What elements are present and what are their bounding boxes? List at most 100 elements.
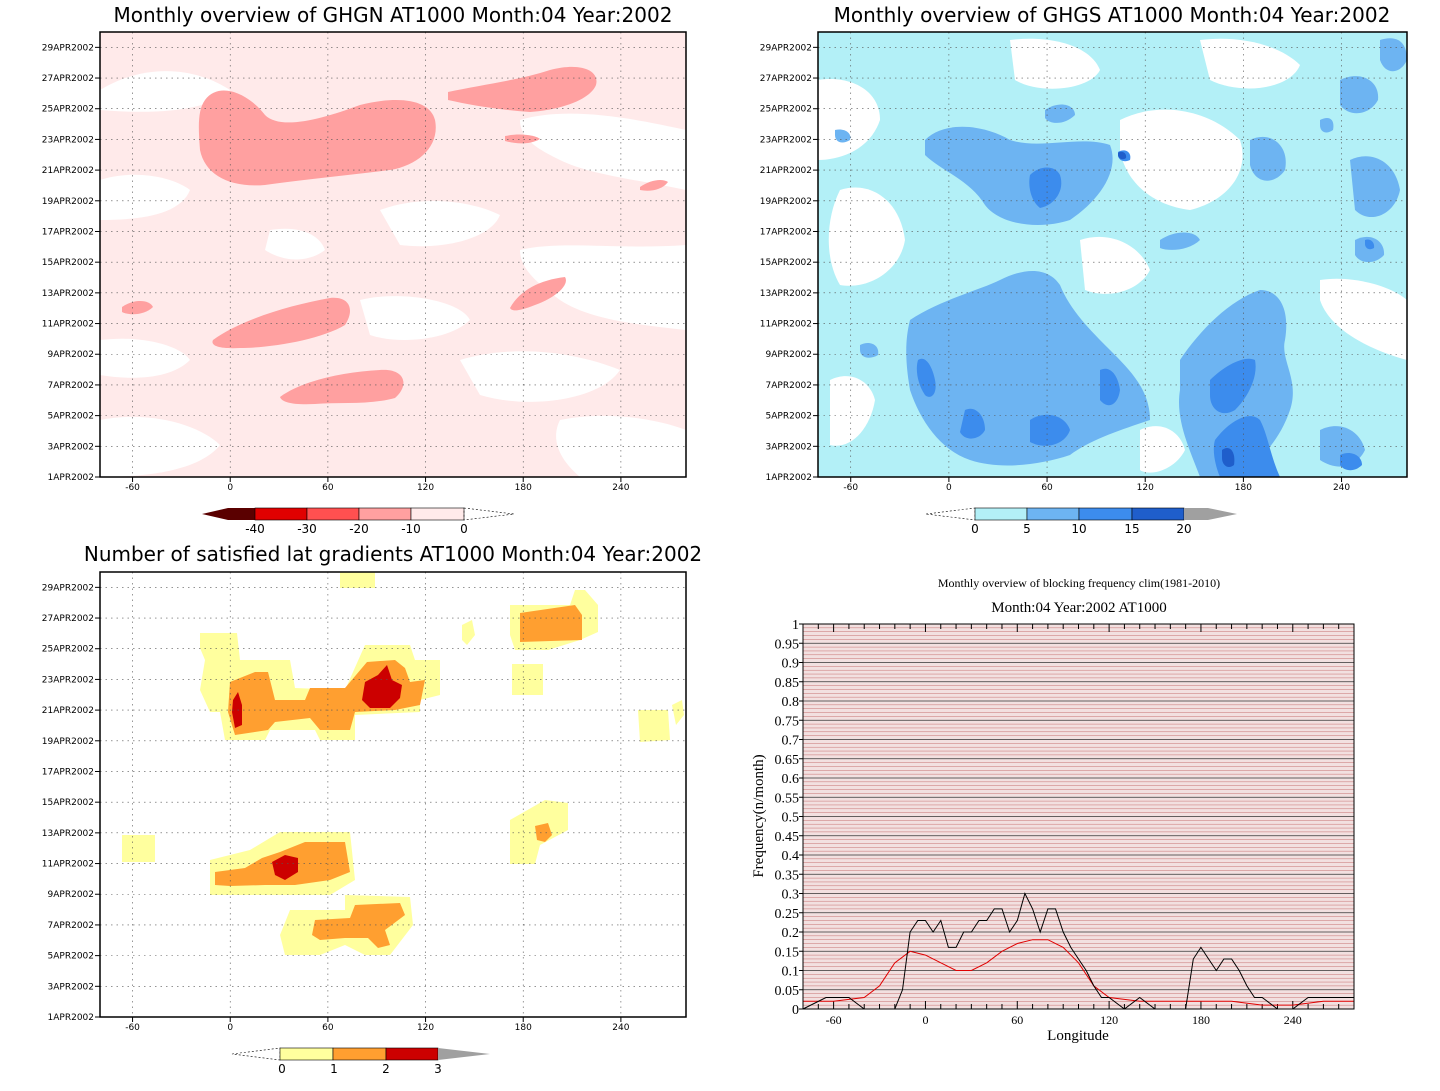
block-ytick-label: 0.65 — [775, 753, 800, 768]
ghgs-region — [1340, 453, 1362, 471]
ghgn-ytick-label: 3APR2002 — [48, 442, 94, 452]
ghgn-xtick-label: -60 — [125, 483, 140, 493]
ghgs-xtick-label: 60 — [1041, 483, 1053, 493]
ghgn-patch — [265, 228, 325, 260]
ghgs-region — [1340, 76, 1379, 114]
ghgn-region — [505, 134, 540, 144]
ghgs-region — [1350, 156, 1400, 218]
ghgn-ytick-label: 9APR2002 — [48, 350, 94, 360]
ghgs-ytick-label: 5APR2002 — [766, 412, 812, 422]
ghgs-ytick-label: 9APR2002 — [766, 350, 812, 360]
block-xtick-label: 240 — [1284, 1013, 1302, 1027]
ghgs-xtick-label: 0 — [946, 483, 952, 493]
ghgs-cbar-box — [1184, 508, 1208, 520]
ghgs-patch — [1120, 109, 1243, 210]
sat-ytick-label: 1APR2002 — [48, 1013, 94, 1023]
ghgn-xtick-label: 240 — [612, 483, 629, 493]
ghgs-ytick-label: 7APR2002 — [766, 381, 812, 391]
sat-cbar-arrow-right — [438, 1048, 490, 1060]
block-ytick-label: 1 — [792, 618, 799, 633]
ghgn-ytick-label: 7APR2002 — [48, 381, 94, 391]
ghgs-cbar-box — [1026, 507, 1080, 521]
ghgs-colorbar: 0 5 10 15 20 — [925, 507, 1237, 536]
ghgs-patch — [828, 187, 905, 286]
ghgn-region — [510, 277, 566, 311]
sat-region — [535, 823, 552, 842]
ghgs-region — [1160, 232, 1200, 250]
ghgn-cbar-box — [410, 507, 465, 521]
ghgn-colorbar: -40 -30 -20 -10 0 — [202, 507, 515, 536]
block-ytick-label: 0.15 — [775, 945, 800, 960]
block-ytick-label: 0.5 — [782, 811, 800, 826]
ghgs-patch — [1010, 38, 1100, 89]
sat-ytick-label: 13APR2002 — [42, 829, 94, 839]
ghgs-region — [1365, 239, 1375, 250]
ghgs-ytick-label: 1APR2002 — [766, 473, 812, 483]
ghgn-frame — [99, 31, 687, 478]
sat-region — [520, 605, 582, 642]
ghgn-region — [198, 90, 436, 186]
sat-region — [340, 572, 375, 588]
ghgn-xticks: -60 0 60 120 180 240 — [125, 477, 630, 493]
ghgs-region — [916, 358, 936, 397]
ghgs-cbar-box — [974, 507, 1028, 521]
ghgs-title: Monthly overview of GHGS AT1000 Month:04… — [834, 3, 1391, 27]
ghgs-xtick-label: -60 — [843, 483, 858, 493]
ghgs-cbar-arrow-left — [925, 507, 976, 521]
sat-level-3 — [232, 665, 402, 880]
sat-xtick-label: -60 — [125, 1023, 140, 1033]
block-ytick-label: 0.45 — [775, 830, 800, 845]
sat-colorbar: 0 1 2 3 — [231, 1047, 490, 1076]
ghgs-region — [1030, 414, 1070, 446]
ghgn-cbar-box — [254, 507, 308, 521]
block-xticks: -60 0 60 120 180 240 — [826, 1013, 1302, 1027]
ghgs-patch — [1080, 236, 1150, 294]
ghgs-cbar-box — [1131, 507, 1185, 521]
block-subtitle: Month:04 Year:2002 AT1000 — [991, 600, 1166, 616]
ghgs-cbar-label: 0 — [971, 522, 979, 536]
ghgn-xtick-label: 60 — [322, 483, 334, 493]
ghgs-region — [1250, 136, 1286, 181]
ghgs-cbar-label: 15 — [1124, 522, 1139, 536]
ghgn-ytick-label: 25APR2002 — [42, 105, 94, 115]
ghgn-cbar-box — [358, 507, 412, 521]
sat-xtick-label: 240 — [612, 1023, 629, 1033]
block-ytick-label: 0.3 — [782, 888, 800, 903]
ghgn-ytick-label: 11APR2002 — [42, 320, 94, 330]
ghgn-region — [212, 297, 350, 349]
ghgs-patch — [818, 79, 880, 160]
block-ytick-label: 0.35 — [775, 868, 800, 883]
sat-region — [272, 855, 298, 880]
sat-xtick-label: 60 — [322, 1023, 334, 1033]
ghgn-cbar-label: 0 — [460, 522, 468, 536]
block-ytick-label: 0.05 — [775, 984, 800, 999]
ghgn-cbar-arrow-right — [463, 507, 515, 521]
ghgn-region — [448, 66, 597, 112]
sat-region — [312, 903, 405, 948]
block-top-ticks — [817, 624, 1340, 1009]
ghgs-cbar-box — [1078, 507, 1133, 521]
sat-ytick-label: 15APR2002 — [42, 798, 94, 808]
ghgs-grid — [818, 32, 1407, 478]
ghgs-ytick-label: 21APR2002 — [760, 166, 812, 176]
ghgn-panel: Monthly overview of GHGN AT1000 Month:04… — [42, 3, 687, 536]
ghgs-xtick-label: 120 — [1137, 483, 1154, 493]
sat-region — [638, 710, 670, 742]
ghgn-region — [122, 300, 153, 315]
block-xtick-label: 60 — [1011, 1013, 1023, 1027]
ghgn-ytick-label: 29APR2002 — [42, 43, 94, 53]
block-yticks: 0 0.05 0.1 0.15 0.2 0.25 0.3 0.35 0.4 0.45 0.5 0.55… — [775, 618, 803, 1018]
ghgn-ytick-label: 13APR2002 — [42, 289, 94, 299]
block-panel: Monthly overview of blocking frequency c… — [751, 576, 1355, 1044]
block-xtick-label: 0 — [922, 1013, 928, 1027]
ghgs-region — [1118, 151, 1127, 160]
ghgn-plot-area — [100, 32, 686, 477]
sat-region — [362, 665, 402, 708]
ghgn-ytick-label: 5APR2002 — [48, 412, 94, 422]
ghgn-patch — [100, 71, 230, 112]
ghgs-cbar-label: 20 — [1176, 522, 1191, 536]
block-ytick-label: 0.25 — [775, 907, 800, 922]
ghgn-cbar-label: -40 — [245, 522, 265, 536]
ghgn-patch — [520, 113, 686, 190]
